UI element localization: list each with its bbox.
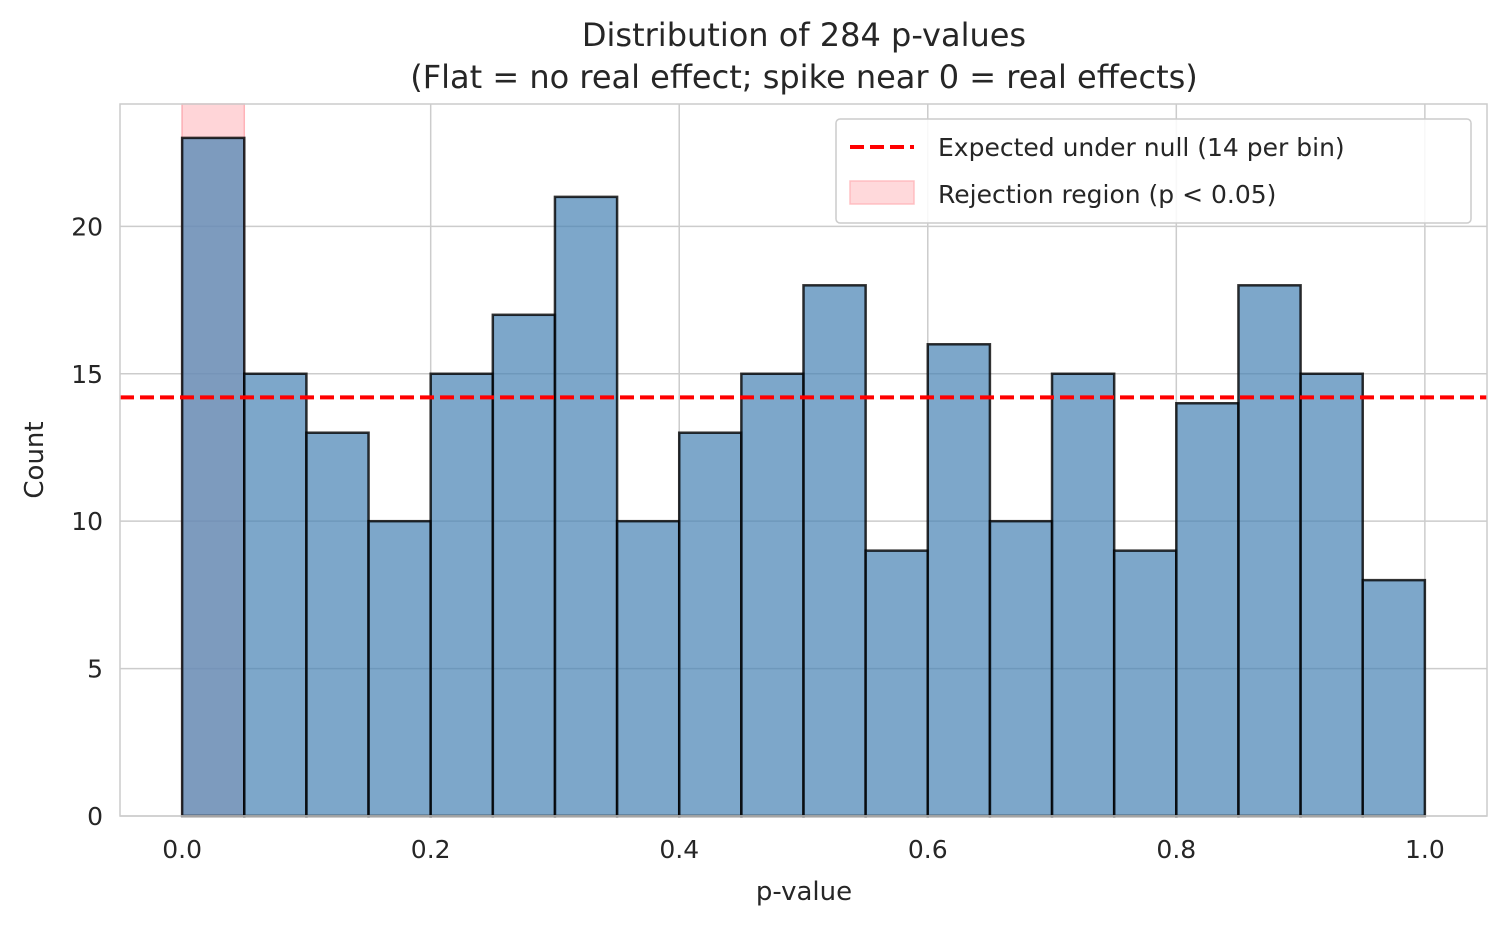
histogram-bar: [305, 431, 370, 818]
y-tick-label: 10: [71, 507, 103, 536]
legend-expected-label: Expected under null (14 per bin): [938, 133, 1345, 162]
x-tick-labels: 0.0 0.2 0.4 0.6 0.8 1.0: [162, 835, 1444, 864]
histogram-bar: [1361, 578, 1427, 818]
y-tick-label: 20: [71, 212, 103, 241]
chart-title-line2: (Flat = no real effect; spike near 0 = r…: [410, 58, 1198, 96]
y-tick-label: 0: [87, 802, 103, 831]
y-tick-label: 5: [87, 655, 103, 684]
chart-title-line1: Distribution of 284 p-values: [582, 16, 1026, 54]
histogram-bar: [491, 313, 557, 818]
histogram-bar: [180, 136, 246, 818]
histogram-bar: [367, 519, 432, 818]
histogram-bar: [1299, 372, 1364, 818]
legend-rejection-label: Rejection region (p < 0.05): [938, 180, 1276, 209]
histogram-bar: [988, 519, 1054, 818]
y-tick-label: 15: [71, 360, 103, 389]
histogram-bar: [553, 195, 619, 818]
x-tick-label: 0.2: [411, 835, 451, 864]
x-tick-label: 0.6: [908, 835, 948, 864]
histogram-bar: [1237, 284, 1302, 818]
x-axis-label: p-value: [756, 877, 852, 907]
histogram-bar: [926, 343, 992, 818]
x-tick-label: 0.0: [162, 835, 202, 864]
x-tick-label: 0.4: [659, 835, 699, 864]
histogram-bar: [1112, 549, 1178, 818]
histogram-bar: [615, 519, 681, 818]
histogram-bar: [864, 549, 930, 818]
y-tick-labels: 0 5 10 15 20: [71, 212, 103, 831]
y-axis-label: Count: [20, 421, 50, 498]
histogram-bar: [1175, 401, 1240, 818]
plot-frame: [119, 103, 1488, 817]
histogram-bar: [243, 372, 308, 818]
histogram-bar: [429, 372, 495, 818]
x-tick-label: 0.8: [1156, 835, 1196, 864]
histogram-bars: [180, 136, 1427, 818]
histogram-bar: [677, 431, 743, 818]
x-tick-label: 1.0: [1405, 835, 1445, 864]
legend-box: [835, 118, 1472, 224]
histogram-bar: [1050, 372, 1116, 818]
histogram-bar: [740, 372, 805, 818]
legend-rejection-region-swatch: [849, 180, 915, 205]
legend: Expected under null (14 per bin) Rejecti…: [835, 118, 1472, 224]
histogram-bar: [802, 284, 867, 818]
